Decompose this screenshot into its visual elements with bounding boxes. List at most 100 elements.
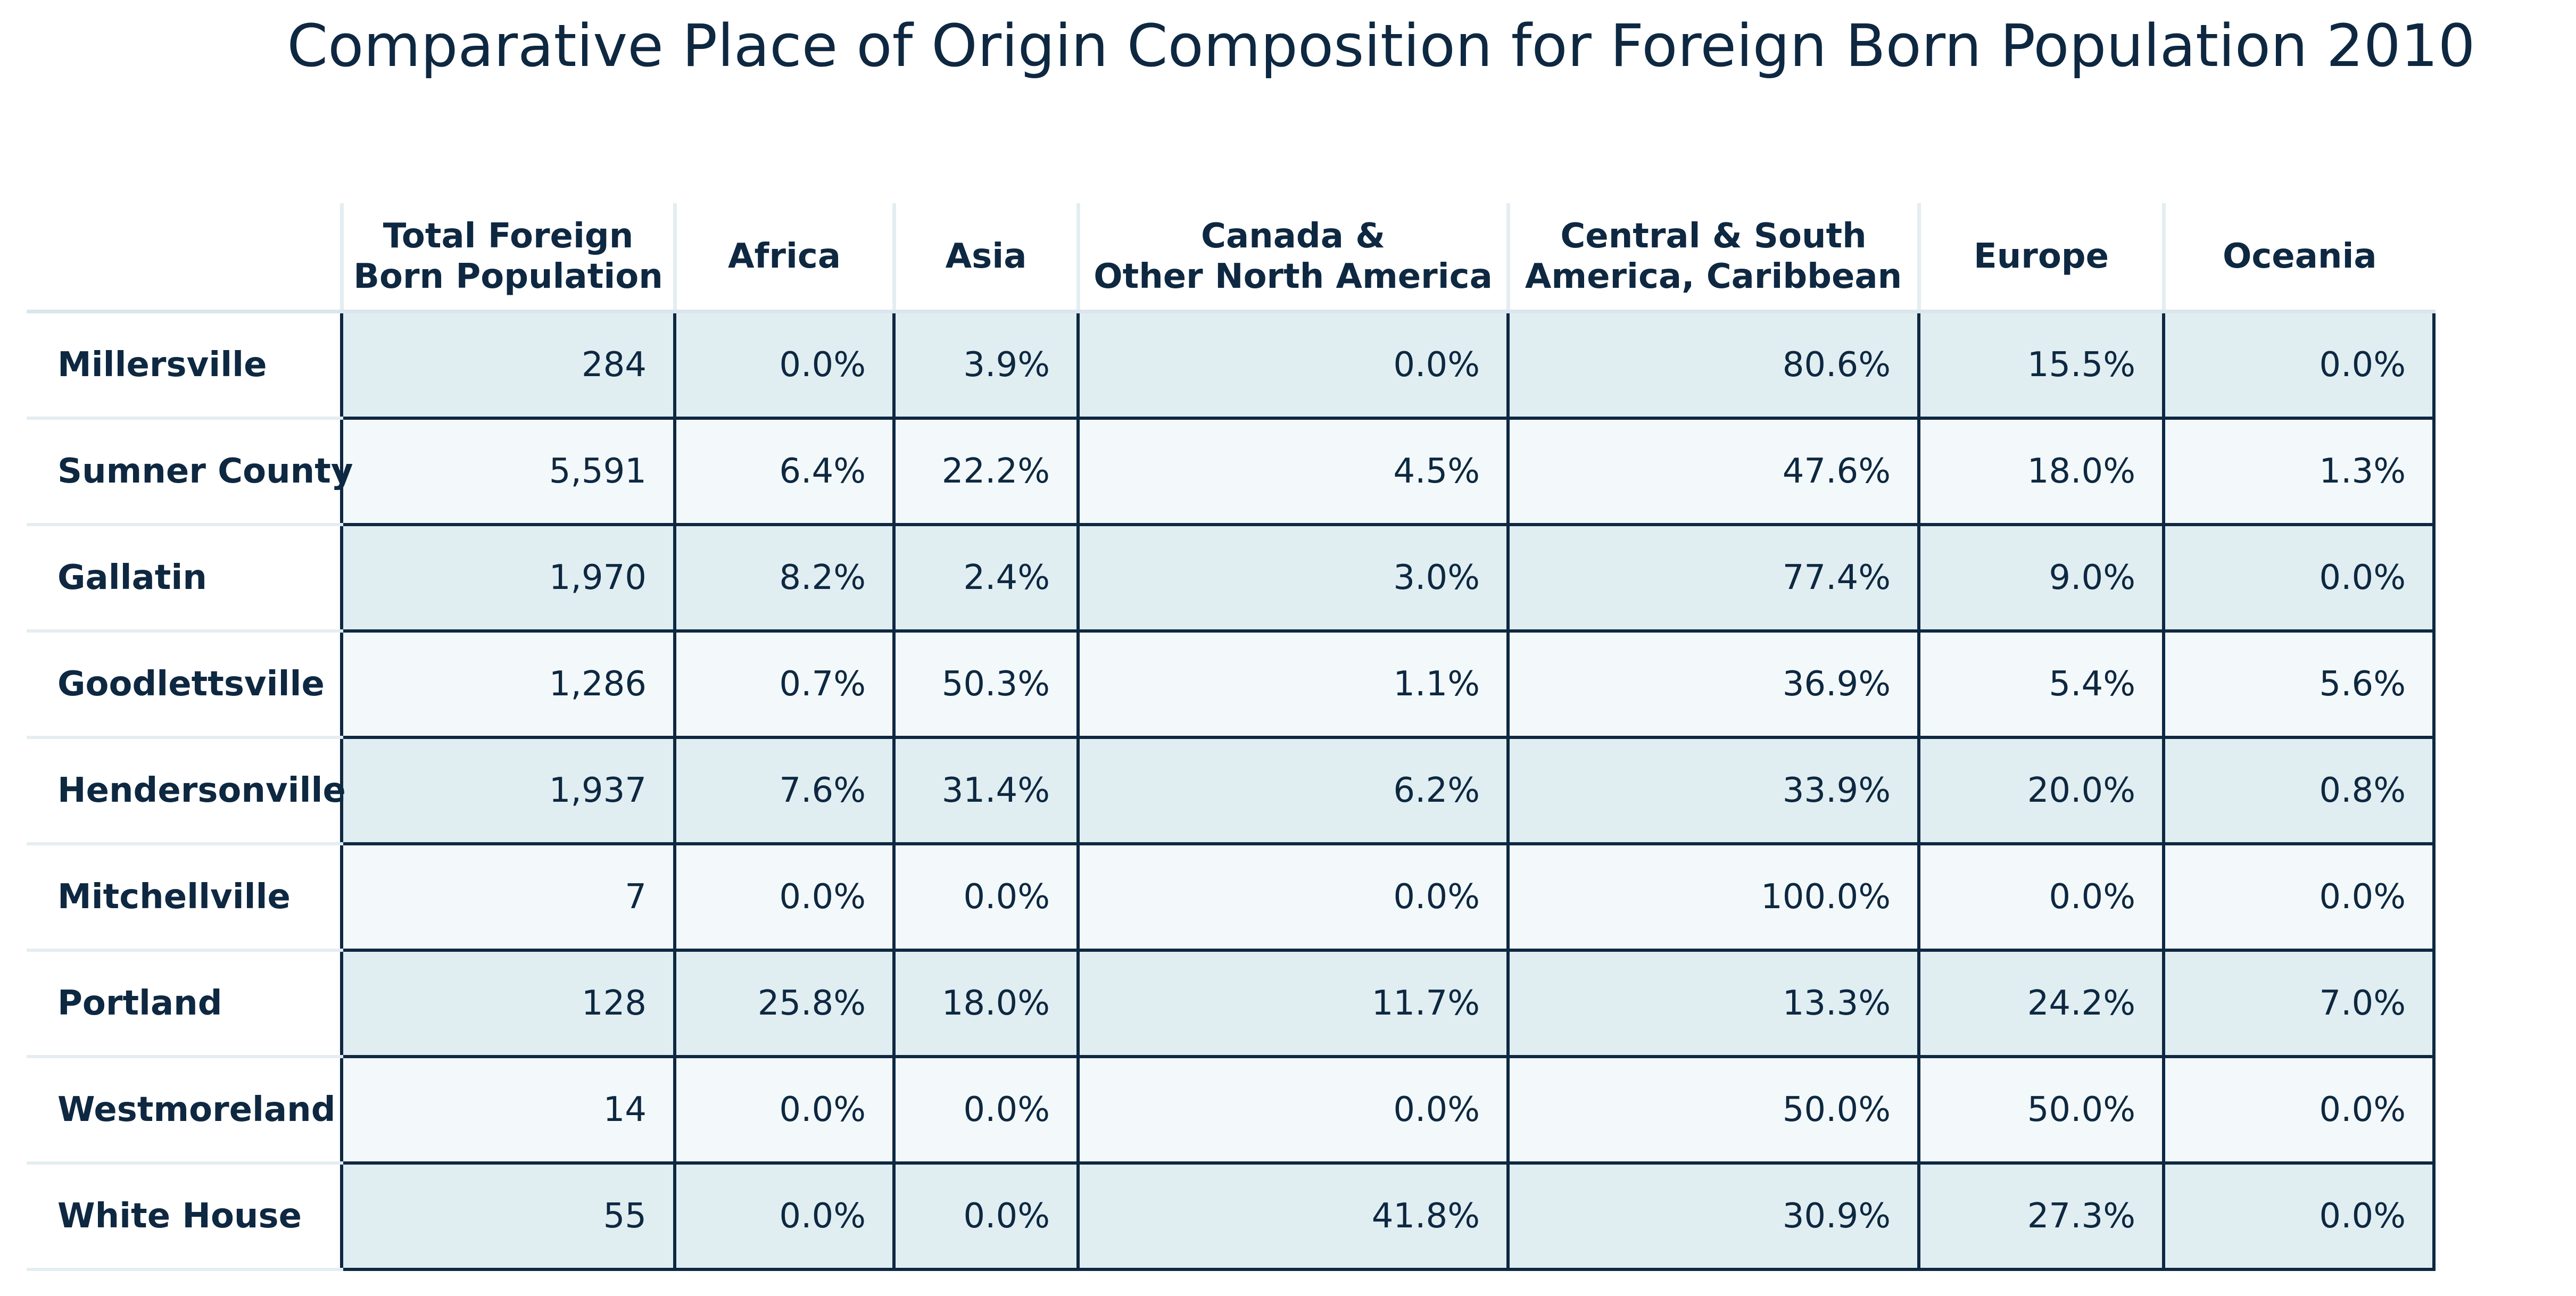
table-cell: 7.6% xyxy=(673,736,896,845)
column-header-line: Canada & xyxy=(1201,217,1385,256)
table-cell: 0.0% xyxy=(892,1055,1080,1165)
column-header-line: Asia xyxy=(945,237,1027,276)
row-label: Westmoreland xyxy=(27,1057,342,1165)
column-header-line: Oceania xyxy=(2222,237,2377,276)
table-cell: 0.0% xyxy=(1076,1055,1510,1165)
table-row: White House 55 0.0% 0.0% 41.8% 30.9% 27.3% 0.0% xyxy=(27,1161,2436,1271)
table-cell: 0.7% xyxy=(673,629,896,739)
table-cell: 0.0% xyxy=(1917,842,2165,952)
row-label: Gallatin xyxy=(27,525,342,633)
table-cell: 1.1% xyxy=(1076,629,1510,739)
table-cell: 1,286 xyxy=(340,629,676,739)
table-row: Mitchellville 7 0.0% 0.0% 0.0% 100.0% 0.0% 0.0% xyxy=(27,842,2436,952)
table-cell: 13.3% xyxy=(1506,949,1920,1058)
table-cell: 36.9% xyxy=(1506,629,1920,739)
table-row: Portland 128 25.8% 18.0% 11.7% 13.3% 24.2% 7.0% xyxy=(27,949,2436,1058)
column-header: Europe xyxy=(1917,203,2164,313)
origin-composition-table: Total Foreign Born Population Africa Asia Ca… xyxy=(27,203,2436,1271)
table-cell: 31.4% xyxy=(892,736,1080,845)
table-cell: 33.9% xyxy=(1506,736,1920,845)
table-cell: 7.0% xyxy=(2162,949,2436,1058)
table-cell: 50.0% xyxy=(1917,1055,2165,1165)
column-header: Canada & Other North America xyxy=(1076,203,1508,313)
table-cell: 0.0% xyxy=(892,842,1080,952)
table-cell: 1.3% xyxy=(2162,417,2436,526)
table-cell: 1,970 xyxy=(340,523,676,633)
table-cell: 30.9% xyxy=(1506,1161,1920,1271)
table-header-row: Total Foreign Born Population Africa Asia Ca… xyxy=(27,203,2434,313)
table-cell: 50.3% xyxy=(892,629,1080,739)
table-cell: 128 xyxy=(340,949,676,1058)
table-cell: 50.0% xyxy=(1506,1055,1920,1165)
table-cell: 0.0% xyxy=(1076,310,1510,420)
table-cell: 55 xyxy=(340,1161,676,1271)
table-cell: 0.0% xyxy=(2162,1055,2436,1165)
header-corner-cell xyxy=(27,203,342,313)
table-cell: 47.6% xyxy=(1506,417,1920,526)
column-header: Total Foreign Born Population xyxy=(339,203,675,313)
table-cell: 3.9% xyxy=(892,310,1080,420)
column-header-line: Africa xyxy=(728,237,841,276)
table-cell: 1,937 xyxy=(340,736,676,845)
table-cell: 25.8% xyxy=(673,949,896,1058)
column-header-line: America, Caribbean xyxy=(1525,257,1902,296)
table-body: Millersville 284 0.0% 3.9% 0.0% 80.6% 15.5% 0.0… xyxy=(27,310,2436,1271)
table-cell: 15.5% xyxy=(1917,310,2165,420)
column-header: Asia xyxy=(892,203,1078,313)
table-cell: 0.0% xyxy=(892,1161,1080,1271)
column-header-line: Born Population xyxy=(353,257,663,296)
column-header-line: Total Foreign xyxy=(383,217,634,256)
table-cell: 9.0% xyxy=(1917,523,2165,633)
table-cell: 14 xyxy=(340,1055,676,1165)
column-header: Africa xyxy=(673,203,894,313)
row-label: Millersville xyxy=(27,311,342,420)
row-label: Goodlettsville xyxy=(27,631,342,739)
column-header-line: Europe xyxy=(1973,237,2109,276)
table-cell: 0.0% xyxy=(673,842,896,952)
table-cell: 20.0% xyxy=(1917,736,2165,845)
column-header: Oceania xyxy=(2161,203,2434,313)
table-cell: 2.4% xyxy=(892,523,1080,633)
table-cell: 100.0% xyxy=(1506,842,1920,952)
table-cell: 11.7% xyxy=(1076,949,1510,1058)
table-cell: 24.2% xyxy=(1917,949,2165,1058)
table-cell: 8.2% xyxy=(673,523,896,633)
table-row: Sumner County 5,591 6.4% 22.2% 4.5% 47.6% 18.0… xyxy=(27,417,2436,526)
table-cell: 5.4% xyxy=(1917,629,2165,739)
table-cell: 0.0% xyxy=(2162,523,2436,633)
table-cell: 18.0% xyxy=(1917,417,2165,526)
table-row: Gallatin 1,970 8.2% 2.4% 3.0% 77.4% 9.0% 0.0% xyxy=(27,523,2436,633)
table-row: Millersville 284 0.0% 3.9% 0.0% 80.6% 15.5% 0.0… xyxy=(27,310,2436,420)
table-cell: 7 xyxy=(340,842,676,952)
table-cell: 0.0% xyxy=(2162,842,2436,952)
table-cell: 6.4% xyxy=(673,417,896,526)
chart-title: Comparative Place of Origin Composition … xyxy=(0,12,2576,80)
row-label: Hendersonville xyxy=(27,737,346,845)
table-cell: 5,591 xyxy=(340,417,676,526)
table-cell: 6.2% xyxy=(1076,736,1510,845)
table-cell: 0.0% xyxy=(673,1055,896,1165)
row-label: Sumner County xyxy=(27,418,353,526)
table-cell: 284 xyxy=(340,310,676,420)
table-cell: 77.4% xyxy=(1506,523,1920,633)
table-cell: 22.2% xyxy=(892,417,1080,526)
table-cell: 18.0% xyxy=(892,949,1080,1058)
table-cell: 0.0% xyxy=(2162,1161,2436,1271)
table-cell: 80.6% xyxy=(1506,310,1920,420)
table-row: Hendersonville 1,937 7.6% 31.4% 6.2% 33.9% 20.… xyxy=(27,736,2436,845)
table-cell: 41.8% xyxy=(1076,1161,1510,1271)
column-header-line: Other North America xyxy=(1094,257,1493,296)
table-row: Goodlettsville 1,286 0.7% 50.3% 1.1% 36.9% 5.4… xyxy=(27,629,2436,739)
table-cell: 0.0% xyxy=(1076,842,1510,952)
column-header: Central & South America, Caribbean xyxy=(1506,203,1919,313)
row-label: Mitchellville xyxy=(27,844,342,952)
table-cell: 0.0% xyxy=(673,310,896,420)
table-cell: 27.3% xyxy=(1917,1161,2165,1271)
table-cell: 4.5% xyxy=(1076,417,1510,526)
row-label: White House xyxy=(27,1163,342,1271)
chart-title-text: Comparative Place of Origin Composition … xyxy=(287,12,2475,80)
column-header-line: Central & South xyxy=(1560,217,1867,256)
table-row: Westmoreland 14 0.0% 0.0% 0.0% 50.0% 50.0% 0.0% xyxy=(27,1055,2436,1165)
table-cell: 0.0% xyxy=(2162,310,2436,420)
row-label: Portland xyxy=(27,950,342,1058)
